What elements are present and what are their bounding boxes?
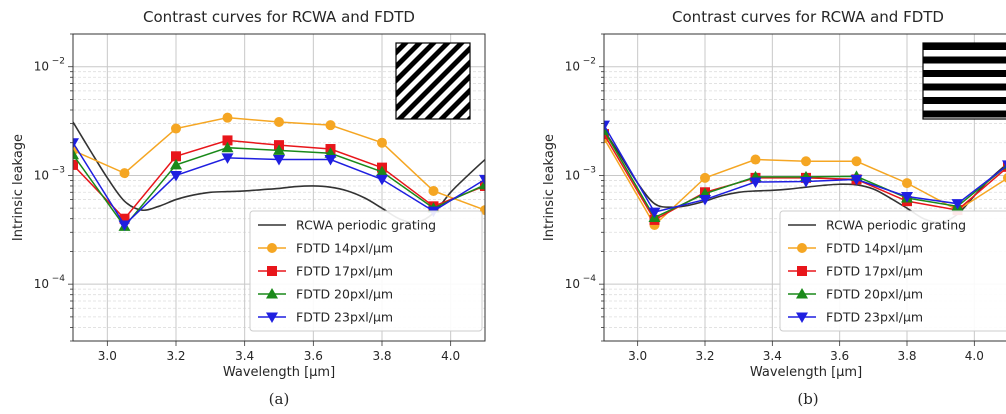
legend-label: FDTD 14pxl/µm: [296, 241, 393, 256]
legend-label: FDTD 14pxl/µm: [826, 241, 923, 256]
data-point: [604, 120, 610, 132]
data-point: [221, 141, 234, 153]
data-point: [73, 138, 79, 149]
data-point: [749, 177, 762, 189]
legend-label: FDTD 23pxl/µm: [826, 310, 923, 325]
legend-marker: [266, 288, 278, 299]
data-point: [750, 154, 761, 165]
diagonal-stripes-icon: [395, 42, 471, 120]
data-point: [325, 120, 336, 131]
y-tick-label: 10: [565, 60, 580, 74]
legend-marker: [797, 266, 807, 276]
data-point: [73, 159, 78, 170]
legend-marker: [267, 243, 277, 253]
data-point: [377, 137, 387, 148]
data-point: [171, 151, 181, 162]
panel-caption: (b): [797, 390, 818, 408]
legend-marker: [267, 266, 277, 276]
x-tick-label: 4.0: [441, 349, 460, 363]
x-tick-label: 3.2: [166, 349, 185, 363]
y-tick-label: 10: [34, 277, 49, 291]
x-tick-label: 3.0: [98, 349, 117, 363]
data-point: [170, 158, 182, 170]
legend-label: FDTD 23pxl/µm: [296, 310, 393, 325]
data-point: [222, 135, 233, 146]
horizontal-stripes-icon: [922, 42, 1006, 120]
legend-label: FDTD 20pxl/µm: [296, 287, 393, 302]
data-point: [221, 153, 234, 164]
data-point: [273, 144, 285, 155]
legend: RCWA periodic grating FDTD 14pxl/µm FDTD 1…: [249, 210, 483, 332]
data-point: [700, 172, 710, 183]
data-point: [274, 117, 284, 128]
data-point: [171, 123, 181, 134]
y-tick-label: 10: [34, 60, 49, 74]
legend-marker: [266, 312, 278, 323]
axes-frame: [72, 33, 486, 342]
data-point: [951, 199, 964, 210]
data-point: [376, 165, 388, 177]
data-point: [273, 155, 285, 166]
axes-frame: [603, 33, 1006, 342]
legend: RCWA periodic grating FDTD 14pxl/µm FDTD 1…: [779, 210, 1006, 332]
x-tick-label: 3.6: [304, 349, 323, 363]
legend-marker: [796, 288, 808, 299]
data-point: [479, 174, 485, 186]
chart-title: Contrast curves for RCWA and FDTD: [143, 8, 415, 26]
data-point: [376, 174, 388, 186]
x-tick-label: 3.0: [628, 349, 647, 363]
y-axis-label: Intrinsic leakage: [11, 134, 26, 241]
y-tick-exponent: −2: [52, 57, 65, 67]
data-point: [222, 112, 233, 123]
legend-label: FDTD 17pxl/µm: [296, 264, 393, 279]
data-point: [901, 192, 913, 203]
data-point: [851, 156, 862, 167]
data-point: [73, 148, 79, 160]
y-axis-label: Intrinsic leakage: [542, 134, 557, 241]
data-point: [648, 207, 661, 219]
y-tick-exponent: −2: [583, 57, 596, 67]
chart-title: Contrast curves for RCWA and FDTD: [672, 8, 944, 26]
legend-marker: [796, 312, 808, 323]
x-tick-label: 3.2: [695, 349, 714, 363]
legend-label: FDTD 17pxl/µm: [826, 264, 923, 279]
x-tick-label: 4.0: [965, 349, 984, 363]
data-point: [699, 195, 711, 206]
data-point: [800, 176, 812, 188]
y-tick-exponent: −4: [583, 274, 597, 284]
legend-marker: [797, 243, 807, 253]
series-group: [604, 120, 1006, 231]
y-tick-label: 10: [34, 168, 49, 182]
data-point: [1002, 160, 1006, 168]
y-tick-exponent: −4: [52, 274, 66, 284]
panel-caption: (a): [269, 390, 290, 408]
legend-label: RCWA periodic grating: [296, 218, 436, 233]
x-tick-label: 3.4: [763, 349, 782, 363]
x-axis-label: Wavelength [µm]: [223, 365, 335, 380]
data-point: [324, 155, 337, 166]
data-point: [119, 168, 130, 179]
x-tick-label: 3.4: [235, 349, 254, 363]
data-point: [118, 220, 131, 232]
x-axis-label: Wavelength [µm]: [750, 365, 862, 380]
y-tick-label: 10: [565, 168, 580, 182]
data-point: [170, 170, 182, 182]
data-point: [428, 185, 439, 196]
y-tick-exponent: −3: [52, 165, 65, 175]
x-tick-label: 3.6: [830, 349, 849, 363]
data-point: [119, 213, 130, 224]
legend-label: FDTD 20pxl/µm: [826, 287, 923, 302]
data-point: [1003, 173, 1006, 183]
legend-label: RCWA periodic grating: [826, 218, 966, 233]
data-point: [801, 156, 811, 167]
data-point: [850, 174, 863, 186]
x-tick-label: 3.8: [897, 349, 916, 363]
x-tick-label: 3.8: [372, 349, 391, 363]
y-tick-exponent: −3: [583, 165, 596, 175]
y-tick-label: 10: [565, 277, 580, 291]
data-point: [902, 178, 912, 189]
